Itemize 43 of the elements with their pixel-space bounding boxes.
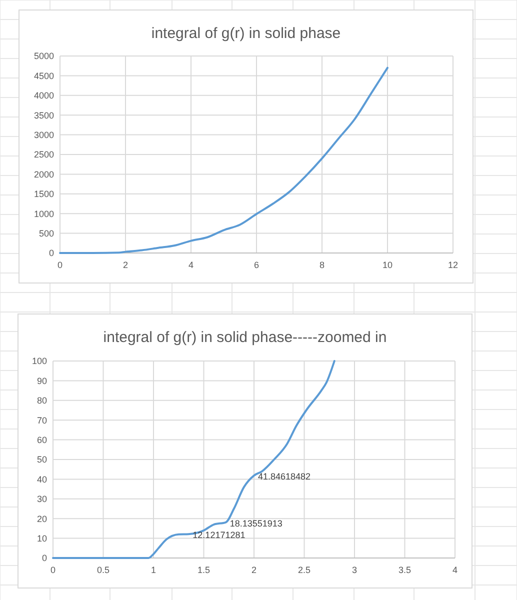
- x-tick-label: 6: [254, 260, 260, 270]
- line-series: [59, 66, 388, 254]
- y-tick-label: 10: [36, 533, 47, 544]
- chart-title: integral of g(r) in solid phase-----zoomed in: [103, 329, 387, 346]
- y-tick-label: 2500: [34, 150, 54, 160]
- x-tick-label: 0.5: [96, 565, 110, 575]
- y-tick-label: 0: [42, 553, 47, 564]
- y-tick-label: 50: [36, 454, 47, 465]
- y-tick-label: 30: [36, 494, 47, 504]
- y-tick-label: 80: [36, 396, 47, 406]
- y-tick-label: 2000: [34, 169, 54, 180]
- annotation: 12.12171281: [192, 530, 246, 540]
- x-tick-label: 1: [150, 565, 156, 575]
- y-tick-label: 1000: [34, 208, 54, 219]
- y-tick-label: 4000: [34, 90, 54, 101]
- chart-title: integral of g(r) in solid phase: [151, 25, 341, 42]
- y-tick-label: 3000: [34, 130, 54, 140]
- x-tick-label: 2: [251, 565, 257, 575]
- x-tick-label: 12: [448, 260, 458, 270]
- x-tick-label: 10: [382, 260, 393, 270]
- annotation: 41.84618482: [258, 472, 311, 482]
- x-tick-label: 2: [122, 260, 128, 270]
- x-tick-label: 8: [319, 260, 325, 270]
- y-tick-label: 5000: [34, 51, 54, 62]
- y-tick-label: 3500: [34, 110, 54, 120]
- x-tick-label: 2.5: [298, 565, 311, 575]
- y-tick-label: 20: [36, 514, 47, 524]
- x-tick-label: 3: [352, 565, 358, 575]
- y-tick-label: 100: [32, 356, 47, 366]
- y-tick-label: 90: [36, 376, 47, 386]
- y-tick-label: 40: [36, 474, 47, 484]
- y-tick-label: 70: [36, 415, 47, 426]
- y-tick-label: 4500: [34, 70, 54, 81]
- annotation: 18.13551913: [230, 518, 282, 528]
- x-tick-label: 0: [57, 260, 63, 270]
- x-tick-label: 3.5: [398, 565, 412, 575]
- y-tick-label: 0: [48, 248, 54, 258]
- x-tick-label: 1.5: [197, 565, 210, 575]
- y-tick-label: 1500: [34, 189, 54, 200]
- x-tick-label: 4: [452, 565, 458, 575]
- y-tick-label: 500: [38, 228, 54, 238]
- x-tick-label: 4: [188, 260, 194, 270]
- y-tick-label: 60: [36, 434, 47, 445]
